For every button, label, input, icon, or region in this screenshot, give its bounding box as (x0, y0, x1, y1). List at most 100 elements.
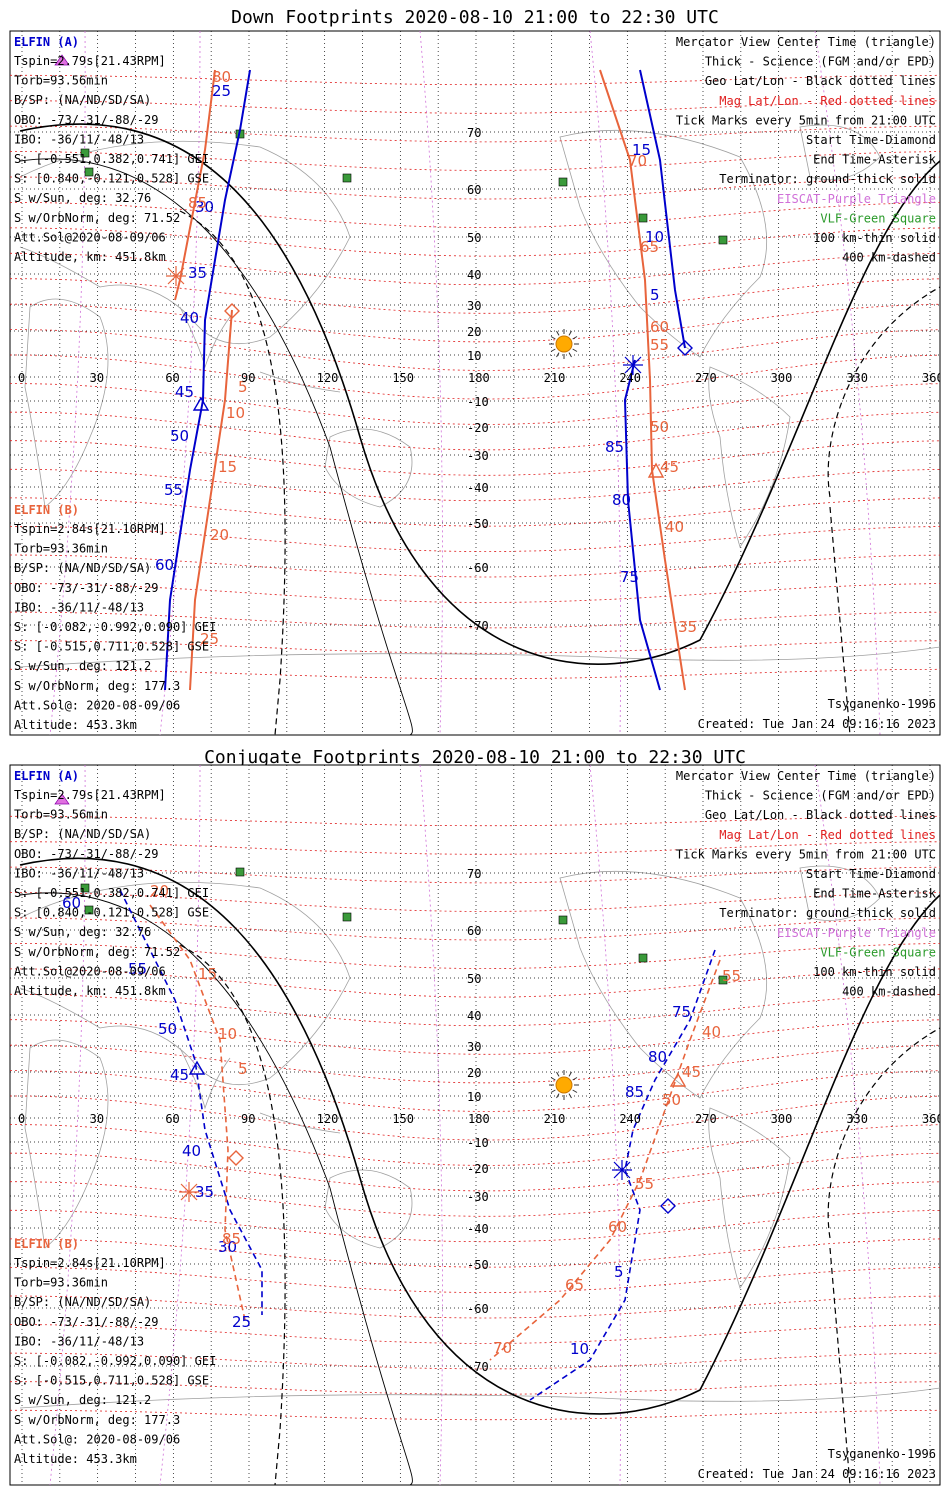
elfin-a-tick-label: 45 (175, 383, 194, 401)
lon-tick-label: 90 (241, 371, 255, 385)
legend-line: Mag Lat/Lon - Red dotted lines (719, 828, 936, 842)
south-america-coast (708, 1107, 791, 1289)
elfin-b-tick-label: 35 (678, 618, 697, 636)
greenland-coast (799, 865, 881, 921)
lon-tick-label: 330 (846, 371, 868, 385)
elfin-b-track-west-north (174, 69, 216, 301)
vlf-station-square (718, 975, 728, 985)
mag-parallel (10, 993, 940, 1027)
elfin-b-tick-label: 40 (665, 518, 684, 536)
mag-parallel (10, 176, 940, 200)
elfin-a-info-line: Att.Sol@2020-08-09/06 (14, 230, 166, 244)
lat-tick-label: 20 (467, 325, 481, 339)
legend-line: VLF-Green Square (820, 211, 936, 225)
mag-parallel (10, 227, 940, 257)
elfin-a-info-line: B/SP: (NA/ND/SD/SA) (14, 93, 151, 107)
elfin-a-info-line: S: [0.840,-0.121,0.528] GSE (14, 172, 209, 186)
elfin-b-info-line: B/SP: (NA/ND/SD/SA) (14, 561, 151, 575)
lat-tick-label: -40 (467, 481, 489, 495)
lon-tick-label: 180 (468, 1112, 490, 1126)
terminator-ground (19, 857, 940, 1415)
mag-parallel (10, 668, 940, 680)
elfin-a-info-line: B/SP: (NA/ND/SD/SA) (14, 827, 151, 841)
lat-tick-label: -10 (467, 395, 489, 409)
lon-tick-label: 360 (922, 1112, 944, 1126)
elfin-b-center-triangle (669, 1072, 687, 1087)
mag-meridians (49, 31, 881, 735)
elfin-b-tick-label: 45 (660, 458, 679, 476)
mag-meridians (49, 765, 881, 1485)
elfin-b-info-line: S w/Sun, deg: 121.2 (14, 1393, 151, 1407)
legend-line: End Time-Asterisk (813, 153, 937, 167)
lat-tick-label: 70 (467, 126, 481, 140)
mag-parallel (10, 815, 940, 827)
elfin-a-track-east-south (623, 359, 661, 691)
vlf-station-square (342, 173, 352, 183)
elfin-b-tick-label: 65 (640, 238, 659, 256)
elfin-a-tick-label: 25 (232, 1313, 251, 1331)
elfin-b-info-line: Att.Sol@: 2020-08-09/06 (14, 698, 180, 712)
mag-parallel (10, 1409, 940, 1421)
map-frame (9, 764, 941, 1486)
sun-ray (556, 352, 560, 358)
elfin-a-info-line: S: [-0.551,0.382,0.741] GEI (14, 152, 209, 166)
terminator-100km (19, 158, 413, 735)
elfin-b-end-asterisk (166, 266, 186, 286)
elfin-a-tick-label: 25 (212, 82, 231, 100)
terminator-400km-east (827, 1027, 940, 1239)
model-label: Tsyganenko-1996 (828, 697, 936, 711)
lon-tick-label: 120 (317, 1112, 339, 1126)
mag-parallel (10, 526, 940, 552)
elfin-a-tick-label: 75 (620, 568, 639, 586)
mag-parallel (10, 1152, 940, 1192)
lat-tick-label: 70 (467, 867, 481, 881)
lon-tick-label: 0 (18, 1112, 25, 1126)
africa-coast (24, 1039, 109, 1249)
mag-parallel (10, 866, 940, 884)
geo-grid (10, 765, 940, 1485)
lon-tick-label: 300 (771, 371, 793, 385)
elfin-a-info-line: S w/OrbNorm, deg: 71.52 (14, 945, 180, 959)
terminator-400km-east (827, 286, 940, 498)
elfin-a-info-line: Tspin=2.79s[21.43RPM] (14, 54, 166, 68)
elfin-a-tick-label: 80 (648, 1048, 667, 1066)
panel-title: Conjugate Footprints 2020-08-10 21:00 to… (204, 747, 746, 768)
legend-line: 100 km-thin solid (813, 231, 936, 245)
elfin-b-info-line: IBO: -36/11/-48/13 (14, 1334, 144, 1348)
elfin-a-info-line: Altitude, km: 451.8km (14, 984, 166, 998)
mag-parallel (10, 968, 940, 998)
mag-parallel (10, 354, 940, 400)
lon-tick-label: 270 (695, 1112, 717, 1126)
elfin-b-info-line: IBO: -36/11/-48/13 (14, 600, 144, 614)
elfin-b-info-line: S w/OrbNorm, deg: 177.3 (14, 1413, 180, 1427)
elfin-b-info-line: S: [-0.515,0.711,0.528] GSE (14, 640, 209, 654)
elfin-a-info-line: OBO: -73/-31/-88/-29 (14, 847, 159, 861)
lat-tick-label: 30 (467, 1040, 481, 1054)
sun-disk (555, 1076, 573, 1094)
coastlines (19, 865, 940, 1409)
mag-parallel (10, 1324, 940, 1344)
elfin-b-tick-label: 25 (200, 630, 219, 648)
elfin-a-tick-label: 60 (62, 894, 81, 912)
mag-grid (10, 815, 940, 1421)
vlf-station-square (638, 953, 648, 963)
lon-tick-label: 150 (392, 1112, 414, 1126)
india-coast (179, 306, 231, 369)
mag-parallel (10, 74, 940, 86)
elfin-b-tick-label: 80 (212, 68, 231, 86)
elfin-a-tick-label: 80 (612, 491, 631, 509)
mag-parallel (10, 497, 940, 527)
sun-ray (556, 1071, 560, 1077)
lat-tick-label: 30 (467, 299, 481, 313)
elfin-a-tick-label: 10 (645, 228, 664, 246)
elfin-b-info-line: OBO: -73/-31/-88/-29 (14, 1315, 159, 1329)
elfin-a-start-diamond (677, 340, 693, 356)
lat-tick-label: -40 (467, 1222, 489, 1236)
australia-coast (324, 428, 413, 508)
sun-ray (568, 1093, 572, 1099)
vlf-station-square (718, 235, 728, 245)
vlf-station-square (235, 867, 245, 877)
mag-parallel (10, 1124, 940, 1166)
lat-tick-label: -10 (467, 1136, 489, 1150)
legend-line: Mag Lat/Lon - Red dotted lines (719, 94, 936, 108)
